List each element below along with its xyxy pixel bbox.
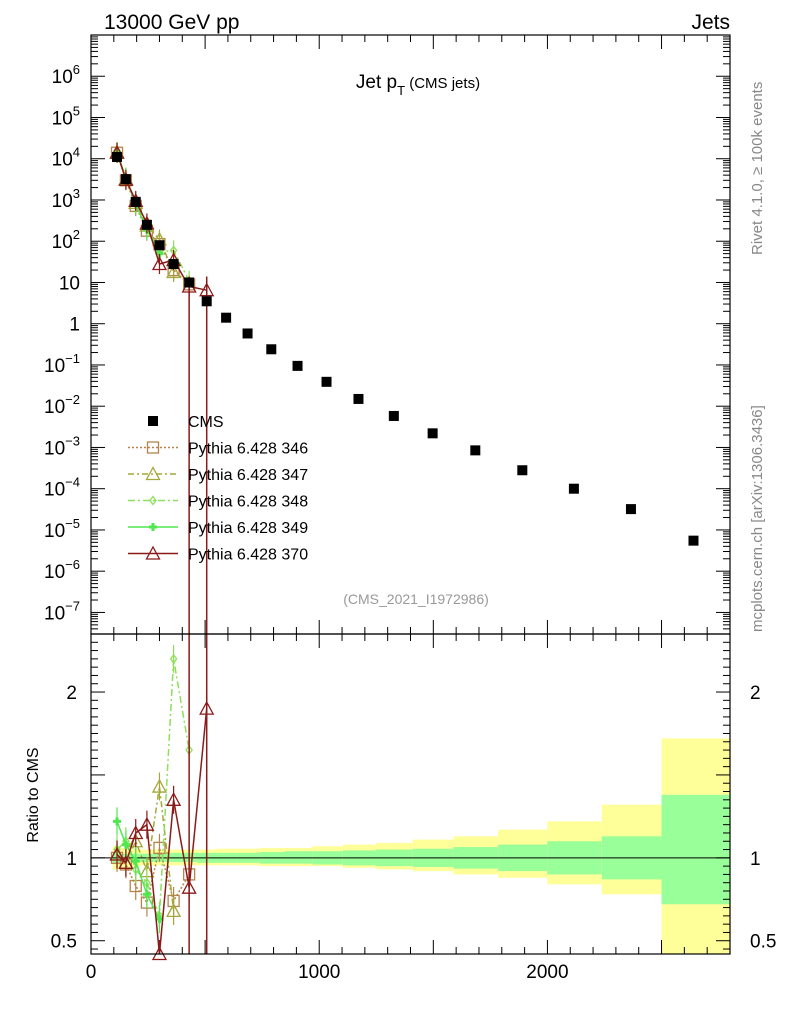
cms-data-point — [154, 240, 165, 251]
ratio-point — [121, 840, 130, 849]
mc-point — [151, 256, 168, 271]
cms-data-point — [112, 152, 123, 163]
y-tick-label: 106 — [52, 62, 80, 88]
y-tick-label: 1 — [69, 315, 80, 336]
ratio-point — [139, 816, 155, 831]
legend-marker — [145, 466, 161, 481]
y-tick-label: 10−3 — [44, 433, 80, 459]
analysis-watermark: (CMS_2021_I1972986) — [343, 591, 489, 607]
ratio-panel: 0.5 0.5 1 1 2 2 0 1000 2000 Ratio to CMS — [25, 633, 776, 983]
ratio-point — [166, 903, 182, 918]
y-tick-label: 10−1 — [44, 351, 80, 377]
ratio-point — [169, 653, 178, 664]
legend-marker — [149, 523, 157, 531]
ratio-y-tick-label-right: 0.5 — [750, 932, 776, 953]
ratio-y-tick-label: 2 — [66, 683, 77, 704]
cms-data-point — [242, 328, 253, 339]
legend-label: Pythia 6.428 347 — [188, 467, 308, 484]
ratio-point — [131, 857, 140, 866]
header-right: Jets — [691, 11, 730, 34]
ratio-point — [118, 854, 134, 869]
ratio-point — [151, 778, 168, 793]
cms-data-point — [517, 465, 528, 476]
ratio-point — [153, 841, 166, 855]
ratio-point — [109, 846, 125, 861]
main-panel: Jet pT (CMS jets) 10610510410310210110−1… — [44, 34, 731, 954]
plot-title: Jet pT (CMS jets) — [356, 72, 480, 98]
legend-label: Pythia 6.428 348 — [188, 494, 308, 511]
y-tick-label: 10−4 — [44, 475, 80, 501]
cms-data-point — [292, 360, 303, 371]
y-tick-label: 102 — [52, 227, 80, 253]
y-tick-label: 10−6 — [44, 557, 80, 583]
cms-data-point — [201, 296, 212, 307]
legend-marker — [148, 416, 158, 426]
ratio-point — [166, 791, 182, 806]
ratio-point — [142, 890, 151, 899]
cms-data-point — [353, 393, 364, 404]
cms-data-point — [427, 428, 438, 439]
ratio-point — [113, 817, 122, 826]
cms-data-point — [221, 312, 232, 323]
ratio-ylabel: Ratio to CMS — [25, 747, 42, 842]
legend-marker — [145, 545, 161, 560]
cms-data-point — [184, 277, 195, 288]
cms-data-point — [470, 445, 481, 456]
legend-label: Pythia 6.428 346 — [188, 441, 308, 458]
ratio-y-tick-label-right: 1 — [750, 849, 761, 870]
x-tick-label: 1000 — [298, 962, 340, 983]
ratio-point — [128, 825, 144, 840]
cms-data-point — [266, 344, 277, 355]
rivet-version-label: Rivet 4.1.0, ≥ 100k events — [749, 82, 766, 255]
y-tick-label: 10 — [59, 273, 80, 294]
y-tick-label: 10−5 — [44, 516, 80, 542]
cms-data-point — [141, 219, 152, 230]
y-tick-label: 103 — [52, 186, 80, 212]
cms-data-point — [568, 483, 579, 494]
legend-label: Pythia 6.428 370 — [188, 547, 308, 564]
x-tick-label: 2000 — [526, 962, 568, 983]
cms-data-point — [130, 196, 141, 207]
legend-label: Pythia 6.428 349 — [188, 520, 308, 537]
main-frame — [90, 34, 731, 635]
cms-data-point — [688, 535, 699, 546]
legend-marker — [149, 495, 157, 506]
cms-data-point — [120, 174, 131, 185]
cms-data-point — [625, 504, 636, 515]
cms-data-point — [168, 259, 179, 270]
cms-data-point — [321, 376, 332, 387]
ratio-y-tick-label: 1 — [66, 849, 77, 870]
y-tick-label: 10−7 — [44, 598, 80, 624]
ratio-line — [116, 708, 208, 955]
legend-label: CMS — [188, 414, 224, 431]
y-tick-label: 104 — [52, 145, 80, 171]
mcplots-label: mcplots.cern.ch [arXiv:1306.3436] — [749, 405, 766, 632]
legend-marker — [146, 441, 160, 454]
ratio-frame — [90, 633, 731, 955]
cms-data-point — [388, 410, 399, 421]
header-left: 13000 GeV pp — [104, 11, 239, 34]
ratio-band-inner — [661, 794, 730, 905]
y-tick-label: 105 — [52, 103, 80, 129]
mc-point — [166, 264, 182, 279]
x-tick-label: 0 — [86, 962, 97, 983]
ratio-y-tick-label-right: 2 — [750, 683, 761, 704]
ratio-y-tick-label: 0.5 — [51, 932, 77, 953]
y-tick-label: 10−2 — [44, 392, 80, 418]
